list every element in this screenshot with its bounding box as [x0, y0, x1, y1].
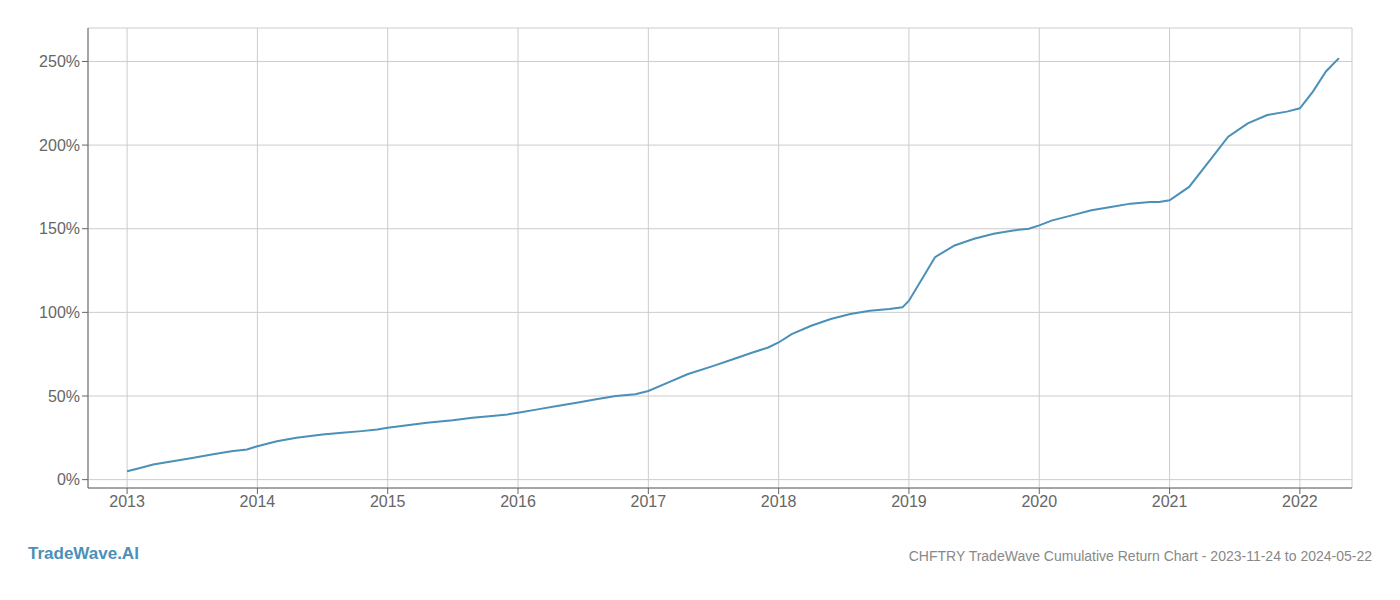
svg-text:2013: 2013 — [109, 493, 145, 510]
svg-text:2022: 2022 — [1282, 493, 1318, 510]
html-text:CHFTRY TradeWave Cumulative Re: CHFTRY TradeWave Cumulative Return Chart… — [908, 548, 1372, 564]
svg-text:2017: 2017 — [631, 493, 667, 510]
svg-text:2014: 2014 — [240, 493, 276, 510]
svg-text:50%: 50% — [48, 388, 80, 405]
svg-text:0%: 0% — [57, 471, 80, 488]
svg-text:2018: 2018 — [761, 493, 797, 510]
svg-text:2019: 2019 — [891, 493, 927, 510]
svg-text:150%: 150% — [39, 220, 80, 237]
svg-text:100%: 100% — [39, 304, 80, 321]
html-text:TradeWave.AI: TradeWave.AI — [28, 544, 139, 563]
svg-text:2015: 2015 — [370, 493, 406, 510]
svg-text:2016: 2016 — [500, 493, 536, 510]
svg-text:2021: 2021 — [1152, 493, 1188, 510]
svg-text:2020: 2020 — [1021, 493, 1057, 510]
svg-text:200%: 200% — [39, 137, 80, 154]
svg-text:250%: 250% — [39, 53, 80, 70]
